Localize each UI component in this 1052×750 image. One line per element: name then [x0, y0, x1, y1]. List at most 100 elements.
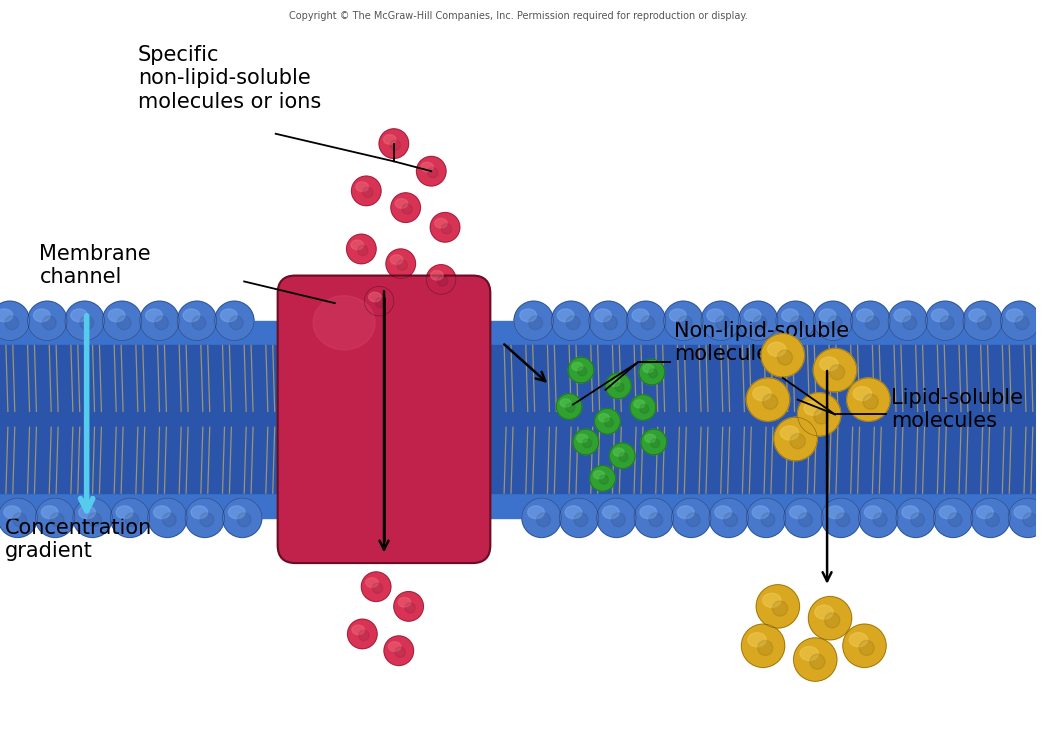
Ellipse shape — [221, 309, 237, 322]
Circle shape — [858, 498, 898, 538]
Ellipse shape — [768, 342, 786, 356]
Ellipse shape — [383, 135, 396, 144]
Ellipse shape — [434, 218, 447, 228]
Circle shape — [649, 513, 663, 526]
Circle shape — [813, 349, 856, 392]
Ellipse shape — [969, 309, 986, 322]
Ellipse shape — [558, 309, 574, 322]
Text: Specific
non-lipid-soluble
molecules or ions: Specific non-lipid-soluble molecules or … — [138, 45, 321, 112]
Circle shape — [185, 498, 224, 538]
Circle shape — [609, 443, 635, 469]
Ellipse shape — [939, 506, 956, 519]
Circle shape — [551, 302, 591, 340]
Circle shape — [13, 513, 26, 526]
Ellipse shape — [190, 506, 207, 519]
Ellipse shape — [790, 506, 806, 519]
Ellipse shape — [366, 578, 379, 587]
Text: Non-lipid-soluble
molecules: Non-lipid-soluble molecules — [674, 321, 850, 364]
Ellipse shape — [594, 309, 611, 322]
Circle shape — [87, 513, 101, 526]
Circle shape — [397, 260, 407, 271]
Ellipse shape — [572, 362, 583, 370]
Ellipse shape — [145, 309, 162, 322]
Circle shape — [514, 302, 553, 340]
Circle shape — [933, 498, 973, 538]
Ellipse shape — [528, 506, 544, 519]
Ellipse shape — [603, 506, 620, 519]
Circle shape — [851, 302, 890, 340]
Circle shape — [438, 276, 448, 286]
Circle shape — [1008, 498, 1048, 538]
Ellipse shape — [714, 506, 731, 519]
Circle shape — [971, 498, 1010, 538]
Circle shape — [442, 224, 451, 234]
Circle shape — [229, 316, 243, 330]
Circle shape — [763, 394, 777, 410]
Bar — [0, 321, 1036, 518]
Ellipse shape — [520, 309, 537, 322]
Ellipse shape — [599, 413, 609, 422]
Circle shape — [358, 245, 368, 256]
Circle shape — [162, 513, 177, 526]
Circle shape — [772, 601, 788, 616]
Ellipse shape — [34, 309, 50, 322]
Circle shape — [347, 620, 377, 649]
Circle shape — [776, 302, 815, 340]
Ellipse shape — [430, 271, 443, 280]
Ellipse shape — [827, 506, 844, 519]
Ellipse shape — [820, 309, 836, 322]
Ellipse shape — [228, 506, 245, 519]
Circle shape — [574, 513, 588, 526]
Circle shape — [529, 316, 543, 330]
Circle shape — [147, 498, 187, 538]
Ellipse shape — [593, 471, 605, 479]
Circle shape — [573, 429, 599, 454]
Circle shape — [568, 357, 593, 383]
Circle shape — [836, 513, 850, 526]
Circle shape — [594, 409, 621, 434]
Ellipse shape — [79, 506, 96, 519]
Circle shape — [753, 316, 767, 330]
FancyBboxPatch shape — [278, 275, 490, 563]
Circle shape — [777, 350, 792, 365]
Circle shape — [0, 302, 29, 340]
Circle shape — [36, 498, 75, 538]
Circle shape — [798, 513, 812, 526]
Circle shape — [790, 433, 806, 448]
Ellipse shape — [1006, 309, 1023, 322]
Circle shape — [42, 316, 56, 330]
Circle shape — [634, 498, 673, 538]
Circle shape — [828, 316, 842, 330]
Ellipse shape — [4, 506, 21, 519]
Circle shape — [566, 316, 580, 330]
Circle shape — [810, 654, 825, 669]
Text: Membrane
channel: Membrane channel — [39, 244, 151, 287]
Ellipse shape — [108, 309, 125, 322]
Ellipse shape — [356, 182, 368, 191]
Ellipse shape — [396, 199, 408, 208]
Circle shape — [102, 302, 142, 340]
Ellipse shape — [421, 162, 433, 172]
Circle shape — [843, 624, 886, 668]
Circle shape — [155, 316, 168, 330]
Circle shape — [640, 404, 649, 413]
Ellipse shape — [804, 401, 823, 416]
Circle shape — [384, 636, 413, 665]
Circle shape — [27, 302, 67, 340]
Circle shape — [686, 513, 700, 526]
Circle shape — [402, 204, 412, 214]
Circle shape — [604, 418, 613, 427]
Circle shape — [940, 316, 954, 330]
Circle shape — [566, 404, 574, 412]
Circle shape — [724, 513, 737, 526]
Circle shape — [649, 369, 658, 378]
Circle shape — [746, 498, 786, 538]
Circle shape — [639, 359, 665, 385]
Circle shape — [742, 624, 785, 668]
Ellipse shape — [707, 309, 724, 322]
Ellipse shape — [752, 506, 769, 519]
Circle shape — [630, 394, 655, 420]
Ellipse shape — [388, 642, 401, 651]
Circle shape — [215, 302, 254, 340]
Circle shape — [963, 302, 1003, 340]
